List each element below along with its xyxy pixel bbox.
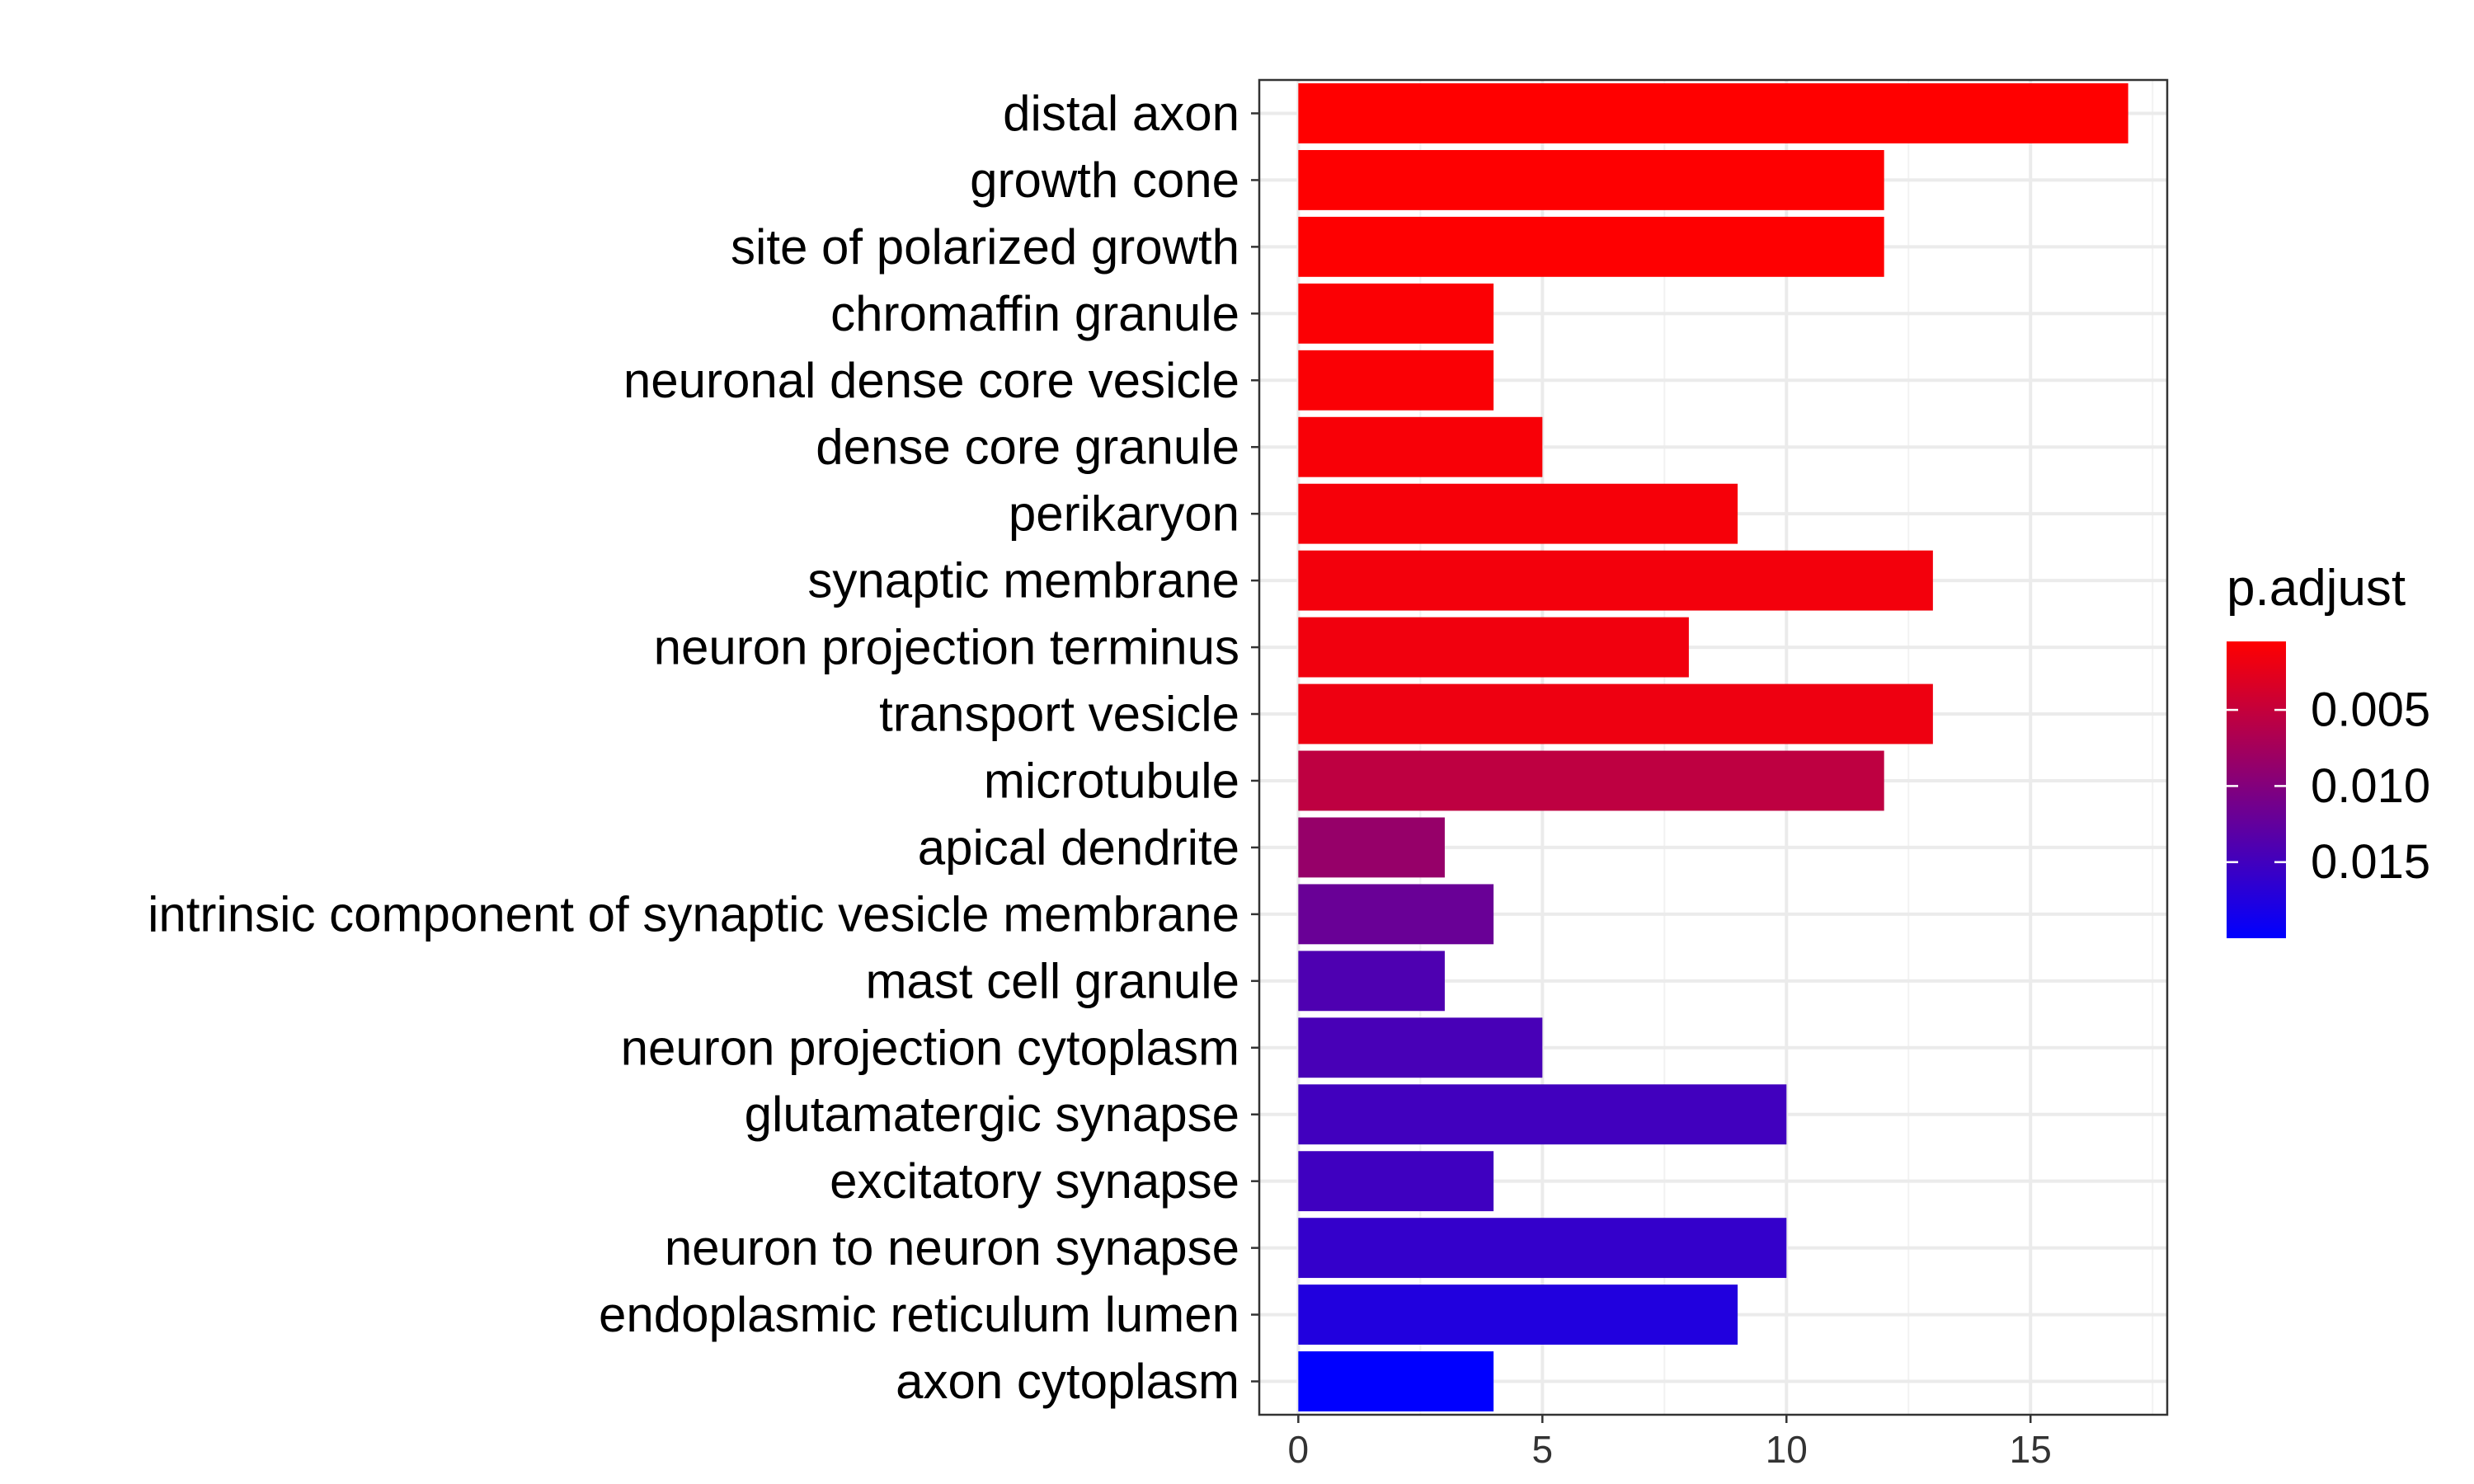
color-legend: p.adjust 0.005 0.010 0.015 bbox=[2227, 560, 2430, 938]
bar bbox=[1298, 884, 1494, 945]
bar bbox=[1298, 216, 1884, 277]
legend-title: p.adjust bbox=[2227, 560, 2406, 617]
y-tick-label: mast cell granule bbox=[865, 953, 1239, 1008]
bar bbox=[1298, 1017, 1543, 1078]
x-tick-label: 0 bbox=[1288, 1428, 1310, 1471]
y-tick-label: site of polarized growth bbox=[731, 219, 1239, 275]
x-tick-label: 15 bbox=[2010, 1428, 2052, 1471]
y-tick-label: synaptic membrane bbox=[807, 553, 1239, 608]
y-tick-label: excitatory synapse bbox=[830, 1153, 1239, 1209]
bar bbox=[1298, 350, 1494, 411]
grid-lines bbox=[1259, 80, 2167, 1415]
bar bbox=[1298, 83, 2128, 143]
bar bbox=[1298, 750, 1884, 811]
bar bbox=[1298, 483, 1738, 544]
legend-tick-label: 0.015 bbox=[2311, 835, 2430, 889]
y-axis: distal axon growth cone site of polarized … bbox=[148, 86, 1259, 1409]
y-tick-label: transport vesicle bbox=[879, 687, 1239, 742]
y-tick-label: neuronal dense core vesicle bbox=[623, 353, 1239, 408]
legend-tick-label: 0.010 bbox=[2311, 759, 2430, 813]
bar bbox=[1298, 1084, 1787, 1145]
bar bbox=[1298, 1284, 1738, 1345]
y-tick-label: growth cone bbox=[970, 153, 1239, 208]
y-tick-label: intrinsic component of synaptic vesicle … bbox=[148, 886, 1239, 942]
panel-border bbox=[1258, 78, 2169, 1416]
bar bbox=[1298, 617, 1689, 678]
y-tick-label: distal axon bbox=[1003, 86, 1239, 141]
bar bbox=[1298, 1218, 1787, 1279]
bar bbox=[1298, 1351, 1494, 1411]
y-tick-label: glutamatergic synapse bbox=[745, 1087, 1239, 1142]
x-tick-label: 10 bbox=[1766, 1428, 1808, 1471]
y-tick-label: neuron projection cytoplasm bbox=[621, 1020, 1239, 1075]
bar bbox=[1298, 817, 1445, 878]
legend-tick-label: 0.005 bbox=[2311, 683, 2430, 737]
x-tick-label: 5 bbox=[1532, 1428, 1554, 1471]
bar bbox=[1298, 149, 1884, 210]
bar bbox=[1298, 416, 1543, 477]
bar bbox=[1298, 683, 1933, 744]
y-tick-label: microtubule bbox=[984, 753, 1239, 808]
legend-colorbar bbox=[2227, 641, 2286, 938]
bar bbox=[1298, 550, 1933, 611]
legend-ticks: 0.005 0.010 0.015 bbox=[2227, 683, 2430, 889]
bars bbox=[1298, 83, 2128, 1411]
x-axis: 0 5 10 15 bbox=[1288, 1415, 2052, 1471]
bar bbox=[1298, 1151, 1494, 1212]
y-tick-label: apical dendrite bbox=[918, 819, 1239, 875]
bar bbox=[1298, 283, 1494, 344]
y-tick-label: endoplasmic reticulum lumen bbox=[599, 1287, 1239, 1342]
y-tick-label: neuron projection terminus bbox=[654, 620, 1239, 675]
y-tick-label: neuron to neuron synapse bbox=[665, 1220, 1239, 1275]
y-tick-label: perikaryon bbox=[1009, 486, 1239, 542]
y-tick-label: dense core granule bbox=[816, 420, 1239, 475]
y-tick-label: axon cytoplasm bbox=[896, 1354, 1239, 1409]
y-tick-label: chromaffin granule bbox=[830, 286, 1239, 341]
bar bbox=[1298, 951, 1445, 1012]
